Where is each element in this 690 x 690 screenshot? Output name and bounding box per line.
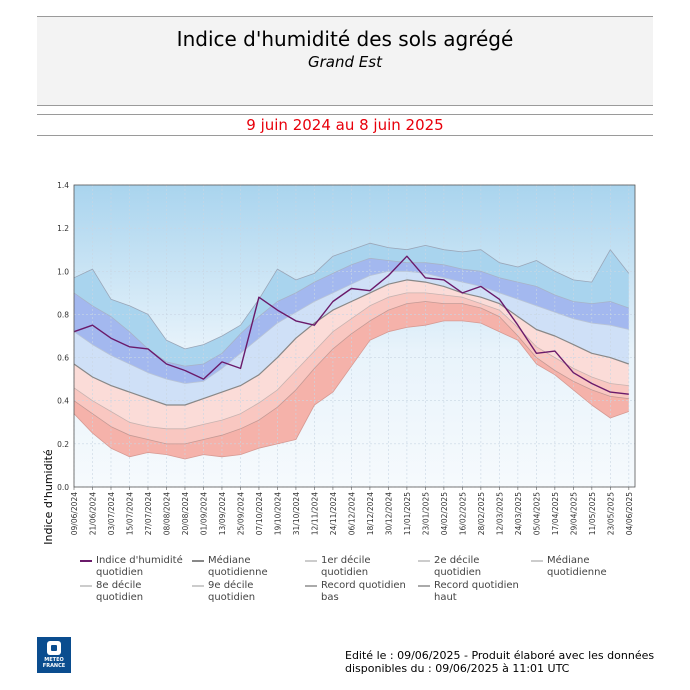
y-axis-label: Indice d'humidité — [42, 449, 55, 545]
x-tick-label: 05/04/2025 — [532, 492, 541, 535]
plot-area: 0.0 0.2 0.4 0.6 0.8 1.0 1.2 1.4 09/06/2024 21/06/… — [57, 181, 636, 535]
x-tick-label: 08/08/2024 — [162, 492, 171, 535]
legend-label: Médiane quotidienne — [208, 555, 268, 578]
legend-swatch — [305, 560, 317, 562]
series-line-record-quotidien-haut — [73, 242, 630, 350]
y-tick-label: 1.0 — [57, 267, 69, 276]
x-tick-label: 31/10/2024 — [292, 492, 301, 535]
x-tick-label: 24/03/2025 — [514, 492, 523, 535]
logo-text: METEO FRANCE — [42, 657, 66, 669]
x-tick-label: 17/04/2025 — [551, 492, 560, 535]
y-tick-label: 0.2 — [57, 440, 69, 449]
footer-line-2: disponibles du : 09/06/2025 à 11:01 UTC — [345, 662, 570, 675]
meteo-france-logo: METEO FRANCE — [37, 637, 71, 673]
plot-frame — [73, 184, 636, 488]
x-tick-label: 07/10/2024 — [255, 492, 264, 535]
legend-swatch — [418, 560, 430, 562]
legend-label: Indice d'humidité quotidien — [96, 555, 183, 578]
footer: Edité le : 09/06/2025 - Produit élaboré … — [345, 649, 654, 675]
logo-mark — [47, 641, 61, 655]
x-tick-label: 23/05/2025 — [606, 492, 615, 535]
legend-swatch — [192, 585, 204, 587]
x-tick-label: 19/10/2024 — [273, 492, 282, 535]
chart-subtitle: Grand Est — [308, 53, 382, 71]
legend-swatch — [192, 560, 204, 562]
x-tick-label: 11/05/2025 — [588, 492, 597, 535]
x-tick-label: 11/01/2025 — [403, 492, 412, 535]
legend-label: 9e décile quotidien — [208, 580, 256, 603]
footer-line-1: Edité le : 09/06/2025 - Produit élaboré … — [345, 649, 655, 662]
legend-label: 2e décile quotidien — [434, 555, 482, 578]
x-tick-label: 24/11/2024 — [329, 492, 338, 535]
band-record-high — [74, 243, 629, 367]
x-tick-label: 09/06/2024 — [70, 492, 79, 535]
legend-label: 8e décile quotidien — [96, 580, 144, 603]
y-tick-label: 1.2 — [57, 224, 69, 233]
x-tick-label: 13/09/2024 — [218, 492, 227, 535]
legend-swatch — [531, 560, 543, 562]
series-line-record-quotidien-bas — [73, 320, 629, 460]
x-tick-label: 25/09/2024 — [236, 492, 245, 535]
y-tick-label: 0.0 — [57, 483, 69, 492]
legend-label: Médiane quotidienne — [547, 555, 607, 578]
x-tick-label: 27/07/2024 — [144, 492, 153, 535]
series-line-1er-d-cile-quotidien — [73, 301, 629, 445]
legend-label: 1er décile quotidien — [321, 555, 371, 578]
band-decile-2-1 — [74, 292, 629, 444]
y-tick-label: 1.4 — [57, 181, 69, 190]
x-tick-label: 01/09/2024 — [199, 492, 208, 535]
y-tick-label: 0.8 — [57, 310, 69, 319]
x-tick-label: 28/02/2025 — [477, 492, 486, 535]
x-tick-label: 04/06/2025 — [625, 492, 634, 535]
series-line-m-diane-quotidienne — [73, 279, 629, 406]
x-tick-label: 30/12/2024 — [384, 492, 393, 535]
series-line-2e-d-cile-quotidien — [73, 292, 629, 430]
x-tick-label: 06/12/2024 — [347, 492, 356, 535]
legend-label: Record quotidien haut — [434, 580, 519, 603]
x-tick-label: 03/07/2024 — [107, 492, 116, 535]
band-decile-1-record-low — [74, 301, 629, 459]
x-tick-label: 21/06/2024 — [88, 492, 97, 535]
series-line-9e-d-cile-quotidien — [73, 257, 629, 367]
x-tick-label: 12/03/2025 — [495, 492, 504, 535]
legend-swatch — [305, 585, 317, 587]
y-tick-label: 0.4 — [57, 397, 69, 406]
x-tick-label: 16/02/2025 — [458, 492, 467, 535]
x-tick-label: 23/01/2025 — [421, 492, 430, 535]
x-tick-label: 12/11/2024 — [310, 492, 319, 535]
period-label: 9 juin 2024 au 8 juin 2025 — [246, 116, 444, 134]
chart: 0.0 0.2 0.4 0.6 0.8 1.0 1.2 1.4 09/06/2024 21/06/… — [42, 181, 636, 545]
title-box: Indice d'humidité des sols agrégé Grand … — [37, 16, 653, 106]
legend-label: Record quotidien bas — [321, 580, 406, 603]
x-tick-label: 18/12/2024 — [366, 492, 375, 535]
period-box: 9 juin 2024 au 8 juin 2025 — [37, 114, 653, 136]
series-line-8e-d-cile-quotidien — [73, 270, 629, 384]
y-tick-label: 0.6 — [57, 354, 69, 363]
x-tick-label: 04/02/2025 — [440, 492, 449, 535]
legend-swatch — [80, 585, 92, 587]
x-tick-label: 20/08/2024 — [181, 492, 190, 535]
legend-swatch — [80, 560, 92, 562]
legend-swatch — [418, 585, 430, 587]
x-tick-label: 15/07/2024 — [125, 492, 134, 535]
series-line-indice-d-humidit-quotidien — [73, 255, 629, 395]
chart-title: Indice d'humidité des sols agrégé — [176, 27, 514, 51]
x-tick-label: 29/04/2025 — [569, 492, 578, 535]
